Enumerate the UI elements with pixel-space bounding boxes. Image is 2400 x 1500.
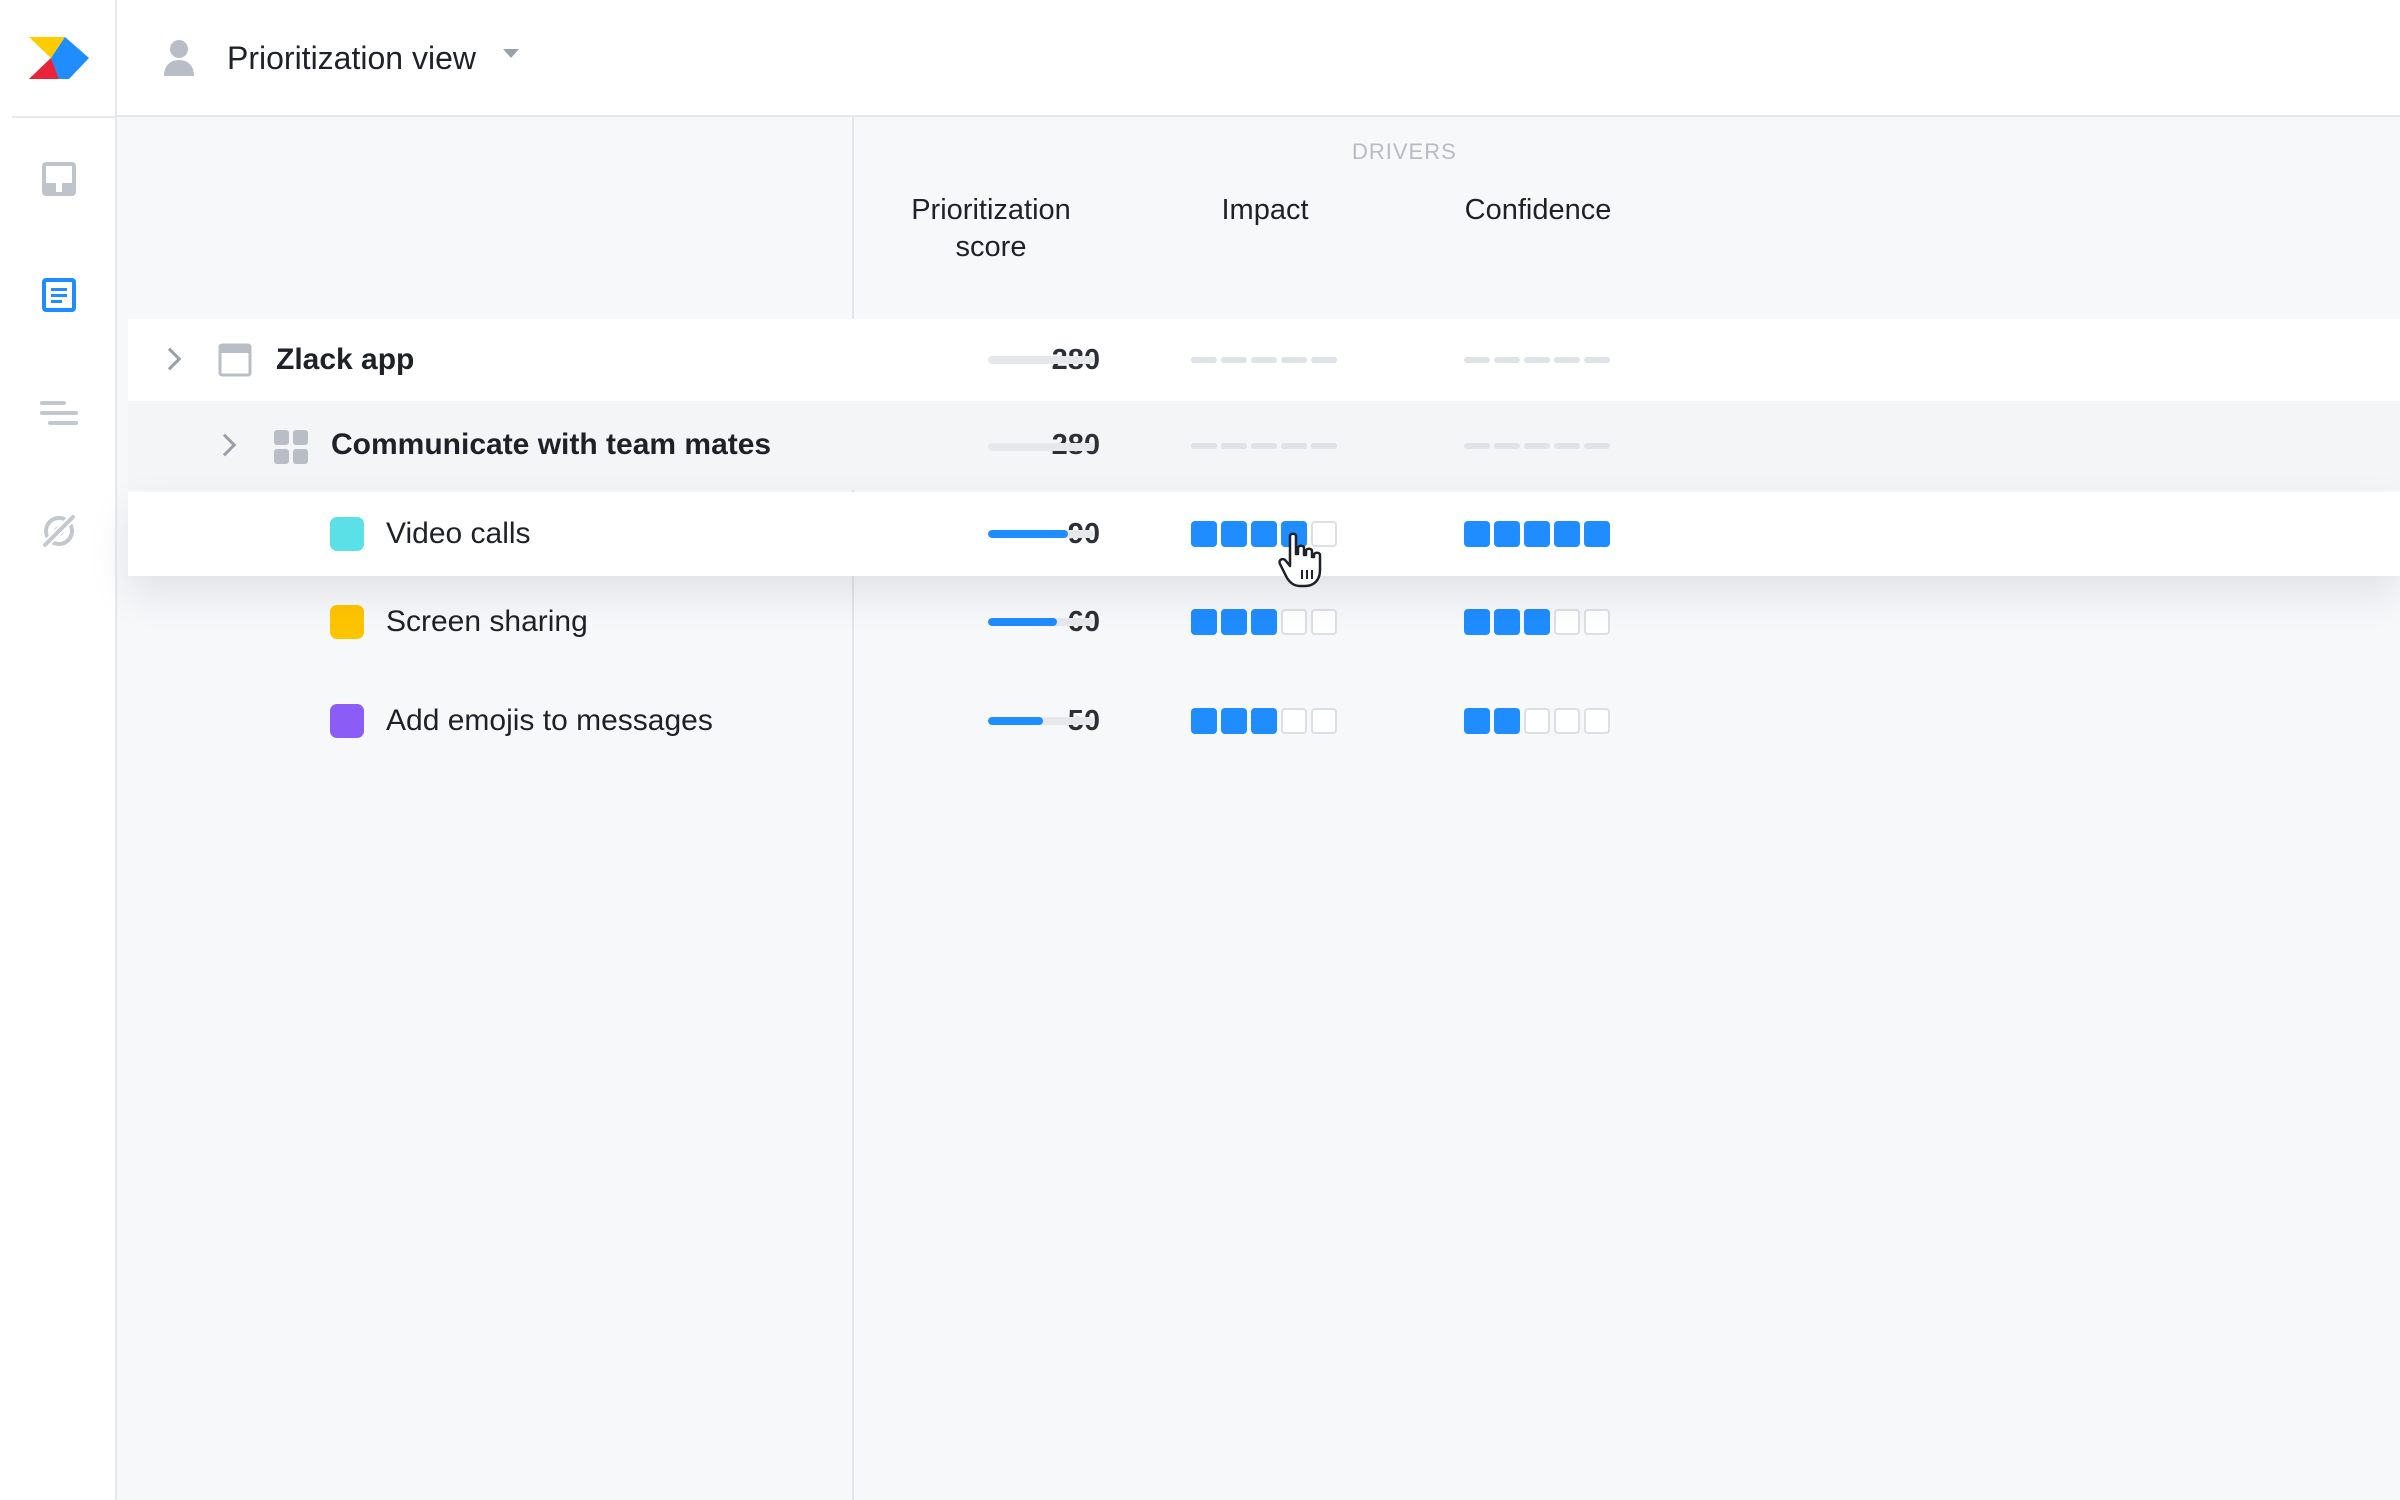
rating-cell[interactable] (1464, 708, 1490, 734)
column-divider (852, 117, 854, 1500)
row-title[interactable]: Communicate with team mates (331, 428, 772, 461)
eye-slash-icon (41, 513, 77, 549)
hand-cursor-icon (1278, 532, 1322, 588)
rating-cell[interactable] (1554, 521, 1580, 547)
column-header-confidence[interactable]: Confidence (1464, 194, 1612, 226)
rating-cell[interactable] (1494, 708, 1520, 734)
score-bar (988, 443, 1094, 451)
lines-icon (40, 401, 78, 425)
list-document-icon (42, 278, 76, 312)
score-bar (988, 356, 1094, 364)
column-header-score-line1: Prioritization (911, 194, 1071, 226)
rating-cell[interactable] (1311, 708, 1337, 734)
expand-chevron-icon[interactable] (213, 433, 237, 457)
table-row[interactable]: Video calls 90 (128, 492, 2400, 576)
row-title[interactable]: Add emojis to messages (386, 704, 713, 737)
confidence-rating[interactable] (1464, 708, 1610, 734)
impact-rating-empty (1191, 357, 1337, 363)
rating-cell[interactable] (1524, 609, 1550, 635)
rating-cell[interactable] (1554, 708, 1580, 734)
confidence-rating-empty (1464, 357, 1610, 363)
row-title[interactable]: Screen sharing (386, 605, 588, 638)
rating-cell[interactable] (1554, 609, 1580, 635)
feature-color-swatch (330, 517, 364, 551)
rating-cell[interactable] (1251, 609, 1277, 635)
sidebar-item-lines[interactable] (33, 387, 85, 439)
impact-rating[interactable] (1191, 609, 1337, 635)
rating-cell[interactable] (1251, 708, 1277, 734)
rating-cell[interactable] (1464, 521, 1490, 547)
table-row[interactable]: Zlack app 280 (128, 319, 2400, 401)
view-title[interactable]: Prioritization view (227, 40, 476, 76)
rating-cell[interactable] (1251, 521, 1277, 547)
rating-cell[interactable] (1584, 521, 1610, 547)
rating-cell[interactable] (1191, 708, 1217, 734)
sidebar (0, 0, 117, 1500)
expand-chevron-icon[interactable] (158, 347, 182, 371)
rating-cell[interactable] (1221, 609, 1247, 635)
rating-cell[interactable] (1281, 609, 1307, 635)
row-title[interactable]: Video calls (386, 517, 531, 550)
confidence-rating-empty (1464, 443, 1610, 449)
rating-cell[interactable] (1221, 521, 1247, 547)
rating-cell[interactable] (1191, 609, 1217, 635)
table-row[interactable]: Communicate with team mates 280 (128, 401, 2400, 490)
app-logo[interactable] (29, 37, 89, 79)
score-bar (988, 530, 1094, 538)
rating-cell[interactable] (1191, 521, 1217, 547)
rating-cell[interactable] (1524, 708, 1550, 734)
user-icon (164, 40, 194, 76)
score-bar (988, 618, 1094, 626)
rating-cell[interactable] (1281, 708, 1307, 734)
sidebar-item-list[interactable] (33, 269, 85, 321)
feature-color-swatch (330, 605, 364, 639)
rating-cell[interactable] (1584, 708, 1610, 734)
column-header-score[interactable]: Prioritization score (896, 192, 1086, 266)
confidence-rating[interactable] (1464, 521, 1610, 547)
impact-rating-empty (1191, 443, 1337, 449)
feature-color-swatch (330, 704, 364, 738)
score-bar (988, 717, 1094, 725)
rating-cell[interactable] (1464, 609, 1490, 635)
sidebar-item-inbox[interactable] (33, 153, 85, 205)
window-icon (218, 343, 252, 377)
grid-icon (274, 430, 308, 464)
column-header-impact[interactable]: Impact (1221, 194, 1309, 226)
drivers-group-label: DRIVERS (1352, 139, 1457, 164)
column-header-score-line2: score (955, 231, 1027, 263)
rating-cell[interactable] (1311, 609, 1337, 635)
table-row[interactable]: Screen sharing 60 (128, 580, 2400, 664)
impact-rating[interactable] (1191, 708, 1337, 734)
top-bar: Prioritization view (117, 0, 2400, 117)
inbox-icon (42, 162, 76, 196)
row-title[interactable]: Zlack app (276, 343, 415, 376)
rating-cell[interactable] (1584, 609, 1610, 635)
rating-cell[interactable] (1494, 609, 1520, 635)
table-row[interactable]: Add emojis to messages 50 (128, 678, 2400, 762)
sidebar-divider (12, 116, 117, 118)
rating-cell[interactable] (1524, 521, 1550, 547)
view-dropdown-caret-icon[interactable] (503, 49, 519, 58)
rating-cell[interactable] (1311, 521, 1337, 547)
sidebar-item-insights[interactable] (33, 505, 85, 557)
rating-cell[interactable] (1221, 708, 1247, 734)
confidence-rating[interactable] (1464, 609, 1610, 635)
rating-cell[interactable] (1494, 521, 1520, 547)
